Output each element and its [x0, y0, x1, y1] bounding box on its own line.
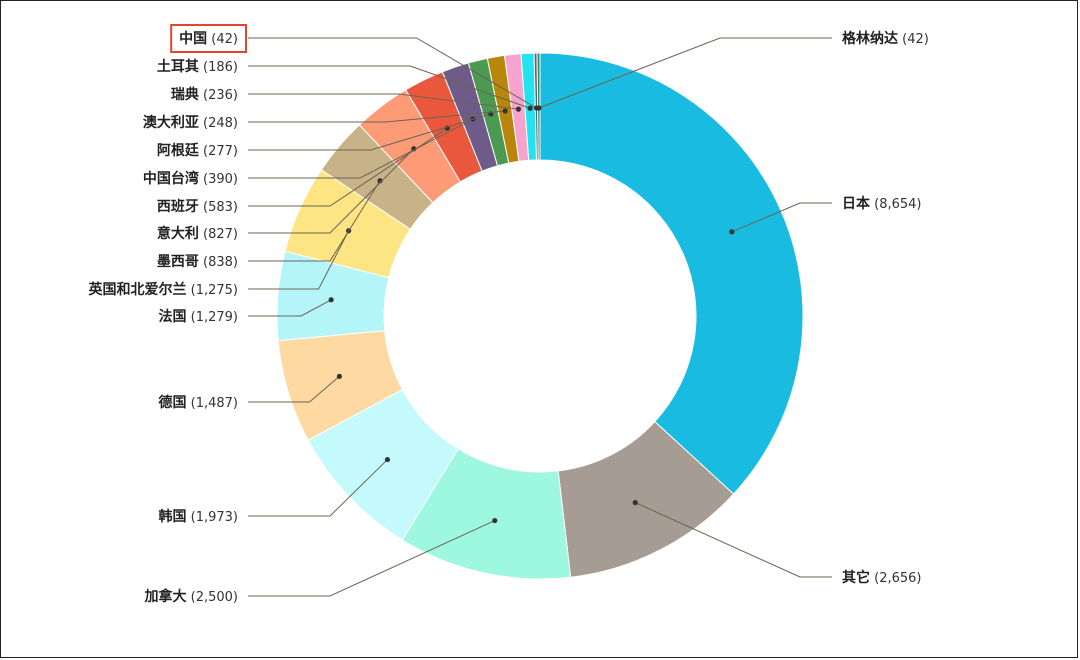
- label-name-slice-13: 瑞典: [171, 86, 199, 103]
- label-name-slice-1: 其它: [842, 569, 870, 586]
- leader-dot-slice-1: [632, 500, 638, 506]
- label-value-slice-4: (1,487): [187, 396, 239, 411]
- label-name-slice-4: 德国: [159, 394, 187, 411]
- leader-line-slice-6: [248, 230, 350, 290]
- label-name-slice-3: 韩国: [159, 508, 187, 525]
- label-name-slice-9: 西班牙: [157, 198, 199, 215]
- leader-line-slice-12: [248, 110, 506, 123]
- label-name-slice-15: 中国: [179, 30, 207, 47]
- label-slice-1: 其它 (2,656): [842, 569, 922, 586]
- leader-dot-slice-5: [328, 297, 334, 303]
- leader-line-slice-8: [248, 148, 415, 234]
- label-value-slice-16: (42): [898, 32, 929, 47]
- label-slice-11: 阿根廷 (277): [157, 142, 238, 159]
- label-slice-2: 加拿大 (2,500): [144, 588, 239, 605]
- label-name-slice-14: 土耳其: [157, 58, 199, 75]
- label-name-slice-16: 格林纳达: [842, 30, 898, 47]
- leader-dot-slice-12: [502, 108, 508, 114]
- label-slice-13: 瑞典 (236): [171, 86, 238, 103]
- label-value-slice-5: (1,279): [187, 310, 239, 325]
- label-value-slice-0: (8,654): [870, 197, 922, 212]
- leader-dot-slice-3: [384, 456, 391, 463]
- leader-line-slice-4: [248, 376, 340, 403]
- label-name-slice-11: 阿根廷: [157, 142, 200, 159]
- leader-dot-slice-0: [729, 229, 735, 235]
- leader-dot-slice-14: [527, 105, 533, 111]
- leader-line-slice-10: [248, 118, 474, 179]
- label-name-slice-12: 澳大利亚: [143, 114, 199, 131]
- label-value-slice-8: (827): [199, 227, 238, 242]
- label-name-slice-2: 加拿大: [144, 588, 187, 605]
- label-name-slice-7: 墨西哥: [157, 254, 199, 270]
- label-name-slice-6: 英国和北爱尔兰: [88, 281, 187, 298]
- leader-dot-slice-16: [536, 105, 542, 111]
- label-slice-8: 意大利 (827): [157, 225, 238, 242]
- label-slice-6: 英国和北爱尔兰 (1,275): [88, 281, 239, 298]
- label-value-slice-1: (2,656): [870, 571, 922, 586]
- label-slice-4: 德国 (1,487): [159, 394, 239, 411]
- label-name-slice-5: 法国: [159, 308, 187, 325]
- leader-line-slice-0: [731, 202, 832, 233]
- highlight-box: [170, 24, 247, 53]
- leader-line-slice-16: [538, 37, 832, 109]
- label-slice-12: 澳大利亚 (248): [143, 114, 238, 131]
- label-value-slice-13: (236): [199, 88, 238, 103]
- label-value-slice-6: (1,275): [187, 283, 239, 298]
- leader-line-slice-13: [248, 93, 519, 110]
- label-value-slice-11: (277): [199, 144, 238, 159]
- leader-line-slice-5: [248, 299, 332, 317]
- leader-dot-slice-4: [336, 373, 342, 379]
- label-slice-9: 西班牙 (583): [157, 198, 238, 215]
- label-slice-7: 墨西哥 (838): [157, 254, 238, 270]
- label-slice-5: 法国 (1,279): [159, 308, 239, 325]
- leader-line-slice-14: [248, 65, 531, 109]
- label-value-slice-14: (186): [199, 60, 238, 75]
- label-name-slice-10: 中国台湾: [143, 170, 199, 187]
- label-slice-16: 格林纳达 (42): [842, 30, 929, 47]
- label-name-slice-8: 意大利: [157, 225, 199, 242]
- donut-slice-0[interactable]: [539, 52, 804, 495]
- label-slice-15: 中国 (42): [179, 30, 238, 47]
- label-value-slice-9: (583): [199, 200, 238, 215]
- label-value-slice-10: (390): [199, 172, 238, 187]
- leader-line-slice-15: [248, 37, 537, 109]
- leader-line-slice-7: [248, 180, 381, 262]
- leader-line-slice-1: [635, 502, 832, 578]
- leader-line-slice-11: [248, 113, 491, 151]
- label-slice-0: 日本 (8,654): [842, 195, 922, 212]
- leader-dot-slice-2: [492, 517, 498, 524]
- label-value-slice-15: (42): [207, 32, 238, 47]
- leader-line-slice-3: [248, 459, 388, 517]
- label-slice-14: 土耳其 (186): [157, 58, 238, 75]
- leader-line-slice-2: [248, 520, 495, 597]
- label-value-slice-7: (838): [199, 255, 238, 270]
- label-slice-10: 中国台湾 (390): [143, 170, 238, 187]
- leader-dot-slice-13: [515, 106, 522, 112]
- label-name-slice-0: 日本: [842, 195, 871, 212]
- label-value-slice-12: (248): [199, 116, 238, 131]
- label-value-slice-2: (2,500): [187, 590, 239, 605]
- label-slice-3: 韩国 (1,973): [159, 508, 239, 525]
- label-value-slice-3: (1,973): [187, 510, 239, 525]
- leader-line-slice-9: [248, 127, 448, 207]
